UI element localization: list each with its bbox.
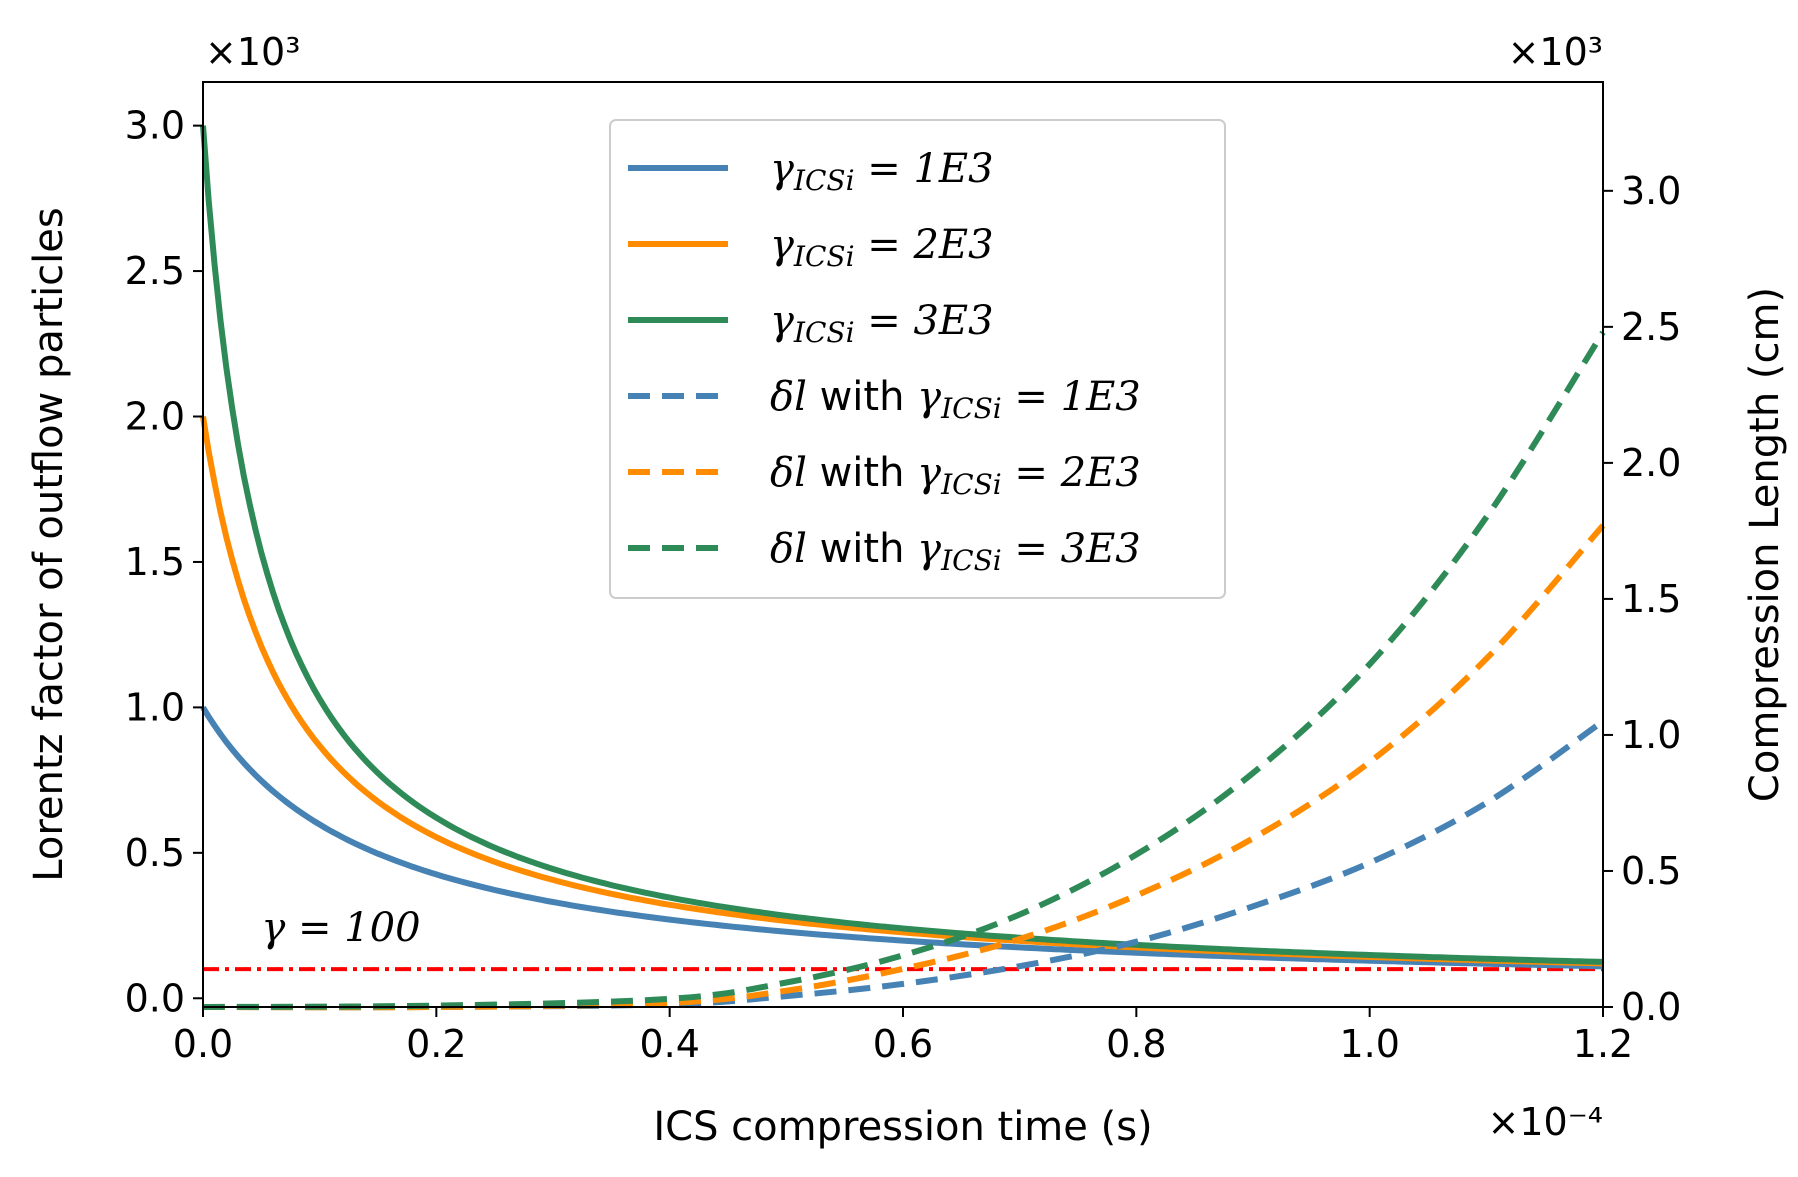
y-right-tick-label: 3.0 — [1621, 169, 1681, 213]
legend-label-1: γICSi = 1E3 — [770, 146, 994, 197]
x-axis-multiplier: ×10⁻⁴ — [1488, 1100, 1603, 1144]
y-axis-right-multiplier: ×10³ — [1508, 30, 1603, 74]
y-right-tick-label: 1.0 — [1621, 713, 1681, 757]
reference-line-label: γ = 100 — [261, 905, 420, 951]
y-left-tick-label: 1.5 — [125, 540, 185, 584]
x-tick-label: 0.8 — [1106, 1022, 1166, 1066]
x-tick-label: 0.2 — [406, 1022, 466, 1066]
y-left-tick-label: 1.0 — [125, 685, 185, 729]
series-line-1 — [200, 705, 1604, 970]
x-axis-label: ICS compression time (s) — [653, 1104, 1152, 1150]
series-line-3 — [200, 125, 1604, 965]
y-left-tick-label: 0.5 — [125, 831, 185, 875]
y-left-tick-label: 3.0 — [125, 104, 185, 148]
y-right-tick-label: 0.5 — [1621, 849, 1681, 893]
legend-box — [609, 119, 1226, 599]
y-left-tick-label: 2.0 — [125, 395, 185, 439]
legend-label-6: δl with γICSi = 3E3 — [770, 526, 1141, 577]
legend-label-5: δl with γICSi = 2E3 — [770, 450, 1141, 501]
y-right-tick-label: 1.5 — [1621, 577, 1681, 621]
y-axis-left-multiplier: ×10³ — [205, 30, 300, 74]
x-tick-label: 0.4 — [639, 1022, 699, 1066]
y-right-tick-label: 0.0 — [1621, 985, 1681, 1029]
y-right-tick-label: 2.0 — [1621, 441, 1681, 485]
y-right-tick-label: 2.5 — [1621, 305, 1681, 349]
y-axis-left: 0.0 0.5 1.0 1.5 2.0 2.5 3.0 — [125, 104, 203, 1020]
x-tick-label: 0.0 — [173, 1022, 233, 1066]
x-tick-label: 1.2 — [1573, 1022, 1633, 1066]
legend: γICSi = 1E3 γICSi = 2E3 γICSi = 3E3 δl with… — [609, 119, 1226, 599]
x-axis: 0.0 0.2 0.4 0.6 0.8 1.0 1.2 — [173, 1007, 1633, 1066]
y-axis-right-label: Compression Length (cm) — [1742, 287, 1788, 802]
legend-label-2: γICSi = 2E3 — [770, 222, 994, 273]
legend-label-3: γICSi = 3E3 — [770, 298, 994, 349]
series-line-6 — [202, 330, 1606, 1010]
y-left-tick-label: 0.0 — [125, 976, 185, 1020]
x-tick-label: 1.0 — [1339, 1022, 1399, 1066]
legend-label-4: δl with γICSi = 1E3 — [770, 374, 1141, 425]
y-axis-right: 0.0 0.5 1.0 1.5 2.0 2.5 3.0 — [1603, 169, 1681, 1029]
y-axis-left-label: Lorentz factor of outflow particles — [26, 207, 72, 881]
y-left-tick-label: 2.5 — [125, 249, 185, 293]
x-tick-label: 0.6 — [873, 1022, 933, 1066]
